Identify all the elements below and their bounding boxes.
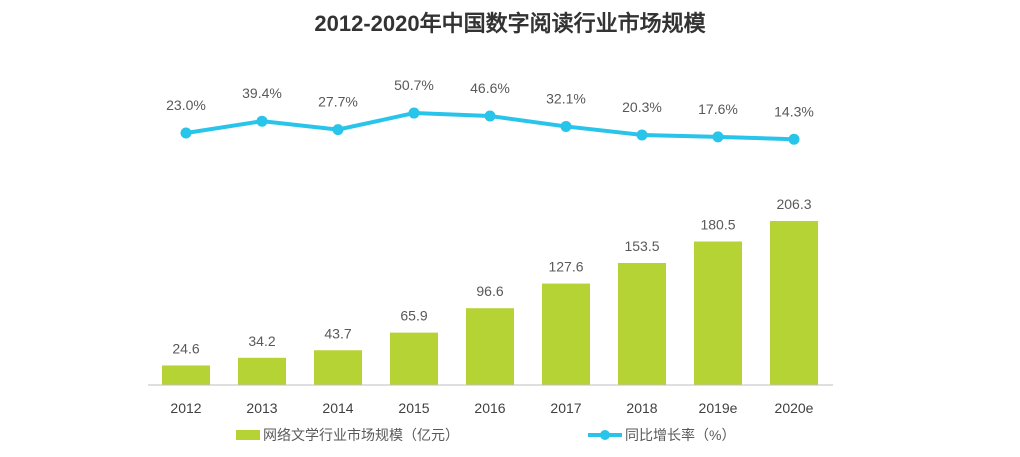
chart-title: 2012-2020年中国数字阅读行业市场规模 bbox=[314, 11, 706, 36]
bar-label-2020e: 206.3 bbox=[776, 196, 811, 212]
x-tick-2018: 2018 bbox=[626, 400, 657, 416]
growth-label-2020e: 14.3% bbox=[774, 103, 814, 119]
legend-line-marker bbox=[600, 430, 610, 440]
bar-2020e bbox=[770, 220, 818, 385]
growth-point-2012 bbox=[180, 127, 192, 139]
growth-point-2015 bbox=[408, 107, 420, 119]
x-tick-2014: 2014 bbox=[322, 400, 353, 416]
bar-label-2019e: 180.5 bbox=[700, 217, 735, 233]
bar-label-2015: 65.9 bbox=[400, 308, 427, 324]
legend-bar-label: 网络文学行业市场规模（亿元） bbox=[263, 427, 459, 443]
legend-line-label: 同比增长率（%） bbox=[625, 427, 735, 443]
bar-2014 bbox=[314, 350, 362, 385]
growth-label-2015: 50.7% bbox=[394, 77, 434, 93]
x-tick-2016: 2016 bbox=[474, 400, 505, 416]
bar-label-2016: 96.6 bbox=[476, 283, 503, 299]
growth-point-2020e bbox=[788, 133, 800, 145]
x-tick-2013: 2013 bbox=[246, 400, 277, 416]
bar-label-2013: 34.2 bbox=[248, 333, 275, 349]
bar-2019e bbox=[694, 241, 742, 385]
growth-label-2012: 23.0% bbox=[166, 97, 206, 113]
growth-point-2017 bbox=[560, 120, 572, 132]
x-tick-2017: 2017 bbox=[550, 400, 581, 416]
x-tick-2012: 2012 bbox=[170, 400, 201, 416]
growth-point-2014 bbox=[332, 124, 344, 136]
x-tick-2020e: 2020e bbox=[775, 400, 814, 416]
growth-label-2017: 32.1% bbox=[546, 90, 586, 106]
bar-2013 bbox=[238, 357, 286, 385]
growth-label-2018: 20.3% bbox=[622, 99, 662, 115]
bar-2015 bbox=[390, 332, 438, 385]
growth-point-2013 bbox=[256, 115, 268, 127]
growth-label-2013: 39.4% bbox=[242, 85, 282, 101]
bar-label-2014: 43.7 bbox=[324, 325, 351, 341]
legend-bar-swatch bbox=[236, 430, 260, 440]
growth-label-2019e: 17.6% bbox=[698, 101, 738, 117]
bar-label-2018: 153.5 bbox=[624, 238, 659, 254]
bar-2016 bbox=[466, 308, 514, 385]
growth-point-2019e bbox=[712, 131, 724, 143]
bar-2012 bbox=[162, 365, 210, 385]
growth-point-2018 bbox=[636, 129, 648, 141]
bar-2017 bbox=[542, 283, 590, 385]
growth-label-2014: 27.7% bbox=[318, 94, 358, 110]
bar-label-2012: 24.6 bbox=[172, 340, 199, 356]
growth-label-2016: 46.6% bbox=[470, 80, 510, 96]
x-tick-2019e: 2019e bbox=[699, 400, 738, 416]
growth-point-2016 bbox=[484, 110, 496, 122]
bar-label-2017: 127.6 bbox=[548, 259, 583, 275]
bar-2018 bbox=[618, 262, 666, 385]
x-tick-2015: 2015 bbox=[398, 400, 429, 416]
